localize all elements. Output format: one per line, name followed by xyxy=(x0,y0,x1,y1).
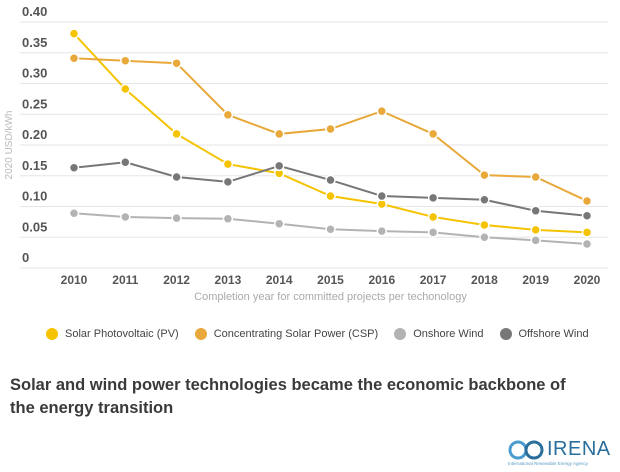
legend-marker xyxy=(194,328,207,340)
x-tick-label: 2014 xyxy=(266,273,293,287)
data-point xyxy=(376,190,388,202)
line-chart: 0 0.05 0.10 0.15 0.20 0.25 0.30 0.35 0.40 2010 201… xyxy=(4,4,608,303)
data-point xyxy=(68,53,80,64)
logo-name: IRENA xyxy=(547,438,611,460)
legend-marker xyxy=(46,328,58,340)
legend-item: Offshore Wind xyxy=(499,328,589,340)
data-point xyxy=(427,128,439,140)
x-tick-label: 2017 xyxy=(420,273,447,287)
data-point xyxy=(171,212,182,224)
series-line xyxy=(73,161,588,217)
legend-label: Offshore Wind xyxy=(518,328,589,340)
data-point xyxy=(68,162,80,174)
data-point xyxy=(325,224,336,235)
x-tick-label: 2019 xyxy=(522,273,549,287)
logo-subtitle: International Renewable Energy Agency xyxy=(508,461,589,466)
x-tick-label: 2015 xyxy=(317,273,344,287)
y-tick-label: 0.15 xyxy=(22,158,47,173)
data-point xyxy=(427,227,439,238)
data-point xyxy=(376,105,388,117)
legend-item: Solar Photovoltaic (PV) xyxy=(46,328,179,340)
data-point xyxy=(120,156,131,168)
x-tick-label: 2011 xyxy=(112,273,138,287)
data-point xyxy=(222,158,234,170)
legend-item: Onshore Wind xyxy=(394,328,484,340)
data-point xyxy=(68,208,80,219)
data-point xyxy=(120,55,131,66)
data-point xyxy=(120,211,131,223)
data-point xyxy=(581,238,593,250)
data-point xyxy=(171,128,182,140)
y-axis-label: 2020 USD/kWh xyxy=(4,111,15,180)
x-tick-label: 2018 xyxy=(471,273,498,287)
legend-marker xyxy=(499,328,512,340)
x-tick-label: 2016 xyxy=(368,273,395,287)
data-point xyxy=(273,160,285,172)
data-point xyxy=(581,227,593,238)
legend-item: Concentrating Solar Power (CSP) xyxy=(194,328,379,340)
y-tick-label: 0.30 xyxy=(22,66,47,81)
y-tick-label: 0.25 xyxy=(22,96,47,111)
data-point xyxy=(530,235,541,246)
data-point xyxy=(530,171,541,183)
data-point xyxy=(479,169,490,181)
irena-logo: IRENA International Renewable Energy Age… xyxy=(508,438,611,466)
legend-label: Solar Photovoltaic (PV) xyxy=(65,328,179,340)
legend-label: Onshore Wind xyxy=(413,328,484,340)
data-point xyxy=(68,28,80,39)
data-point xyxy=(581,195,593,207)
data-point xyxy=(325,174,336,186)
data-point xyxy=(120,83,131,95)
data-point xyxy=(222,213,234,225)
data-point xyxy=(273,128,285,140)
data-point xyxy=(222,176,234,188)
legend-label: Concentrating Solar Power (CSP) xyxy=(213,328,379,340)
x-axis-label: Completion year for committed projects p… xyxy=(194,291,467,303)
y-tick-label: 0 xyxy=(22,250,29,265)
data-point xyxy=(325,123,336,135)
data-point xyxy=(479,219,490,231)
data-point xyxy=(222,109,234,121)
y-tick-label: 0.20 xyxy=(22,127,47,142)
x-tick-label: 2020 xyxy=(574,273,601,287)
legend-marker xyxy=(394,328,407,340)
x-tick-label: 2012 xyxy=(163,273,190,287)
x-tick-label: 2013 xyxy=(215,273,242,287)
data-point xyxy=(273,218,285,229)
y-tick-label: 0.10 xyxy=(22,189,47,204)
data-point xyxy=(530,224,541,236)
chart-legend: Solar Photovoltaic (PV) Concentrating Sol… xyxy=(46,328,589,340)
y-tick-label: 0.40 xyxy=(22,4,47,19)
data-point xyxy=(530,205,541,217)
data-point xyxy=(325,190,336,202)
data-point xyxy=(427,211,439,223)
data-point xyxy=(479,194,490,205)
data-point xyxy=(171,171,182,183)
caption: Solar and wind power technologies became… xyxy=(10,376,566,417)
data-point xyxy=(479,232,490,243)
data-point xyxy=(581,210,593,221)
x-tick-label: 2010 xyxy=(61,273,88,287)
y-tick-label: 0.05 xyxy=(22,219,47,234)
data-point xyxy=(376,225,388,237)
data-point xyxy=(171,57,182,69)
data-point xyxy=(427,192,439,204)
y-tick-label: 0.35 xyxy=(22,35,47,50)
globe-logo-icon xyxy=(508,440,544,459)
